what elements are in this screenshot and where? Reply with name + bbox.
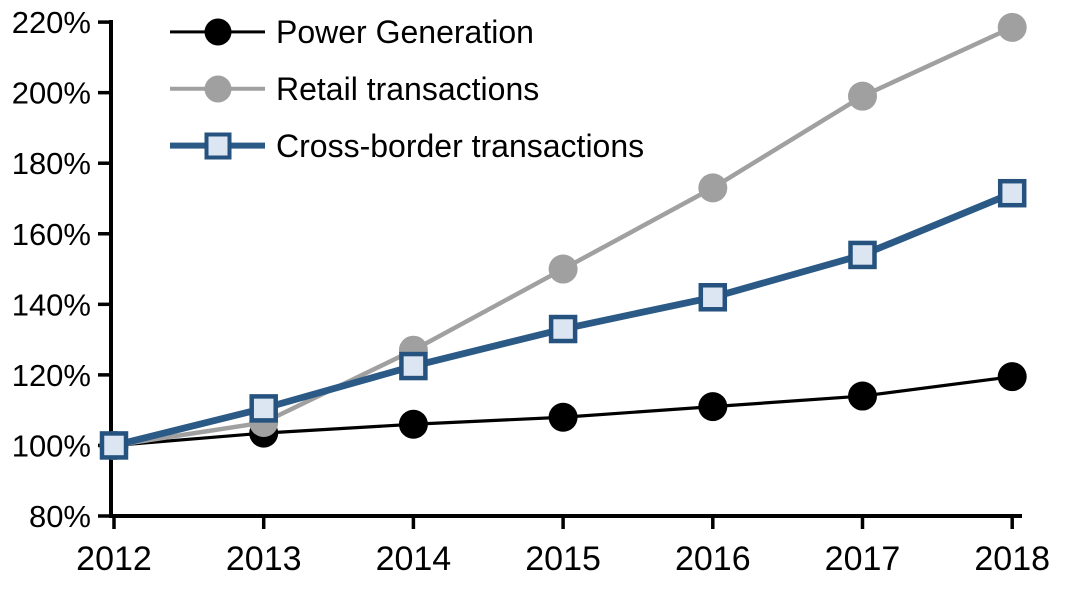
data-point-power-generation	[398, 409, 428, 439]
data-point-cross-border-transactions	[848, 240, 877, 270]
data-point-cross-border-transactions	[997, 178, 1027, 208]
data-point-cross-border-transactions	[548, 314, 578, 344]
data-point-power-generation	[997, 362, 1027, 392]
data-point-power-generation	[698, 392, 728, 422]
y-tick-label: 180%	[12, 146, 91, 181]
legend-swatch-cross-border-transactions	[170, 129, 265, 163]
circle-marker-icon	[204, 18, 231, 45]
x-tick-label: 2014	[376, 540, 452, 578]
y-tick-label: 140%	[12, 287, 91, 322]
y-tick-label: 100%	[12, 428, 91, 463]
data-point-retail-transactions	[698, 173, 728, 203]
data-point-cross-border-transactions	[99, 431, 129, 460]
legend-item-retail-transactions: Retail transactions	[170, 60, 644, 117]
data-point-power-generation	[548, 402, 578, 432]
y-tick-label: 160%	[12, 217, 91, 252]
square-marker-icon	[204, 132, 231, 159]
legend-label: Retail transactions	[276, 70, 540, 107]
y-tick-label: 120%	[12, 358, 91, 393]
legend-swatch-power-generation	[170, 15, 265, 49]
x-tick-label: 2018	[974, 540, 1050, 578]
x-tick-label: 2016	[675, 540, 751, 578]
circle-marker-icon	[204, 75, 231, 102]
data-point-cross-border-transactions	[698, 283, 728, 312]
y-tick-label: 80%	[29, 499, 91, 534]
data-point-retail-transactions	[848, 81, 877, 111]
y-tick-label: 220%	[12, 5, 91, 40]
legend-swatch-retail-transactions	[170, 72, 265, 106]
legend-item-cross-border-transactions: Cross-border transactions	[170, 117, 644, 174]
data-point-power-generation	[848, 381, 877, 411]
y-tick-label: 200%	[12, 76, 91, 111]
x-tick-label: 2015	[525, 540, 601, 578]
data-point-retail-transactions	[997, 12, 1027, 42]
x-tick-label: 2017	[825, 540, 901, 578]
data-point-cross-border-transactions	[249, 394, 278, 423]
legend-label: Cross-border transactions	[276, 127, 645, 164]
data-point-cross-border-transactions	[399, 351, 428, 381]
chart-legend: Power Generation Retail transactions Cro…	[170, 3, 644, 174]
data-point-retail-transactions	[548, 254, 578, 284]
legend-item-power-generation: Power Generation	[170, 3, 644, 60]
x-tick-label: 2013	[226, 540, 302, 578]
x-tick-label: 2012	[76, 540, 152, 578]
legend-label: Power Generation	[276, 13, 534, 50]
